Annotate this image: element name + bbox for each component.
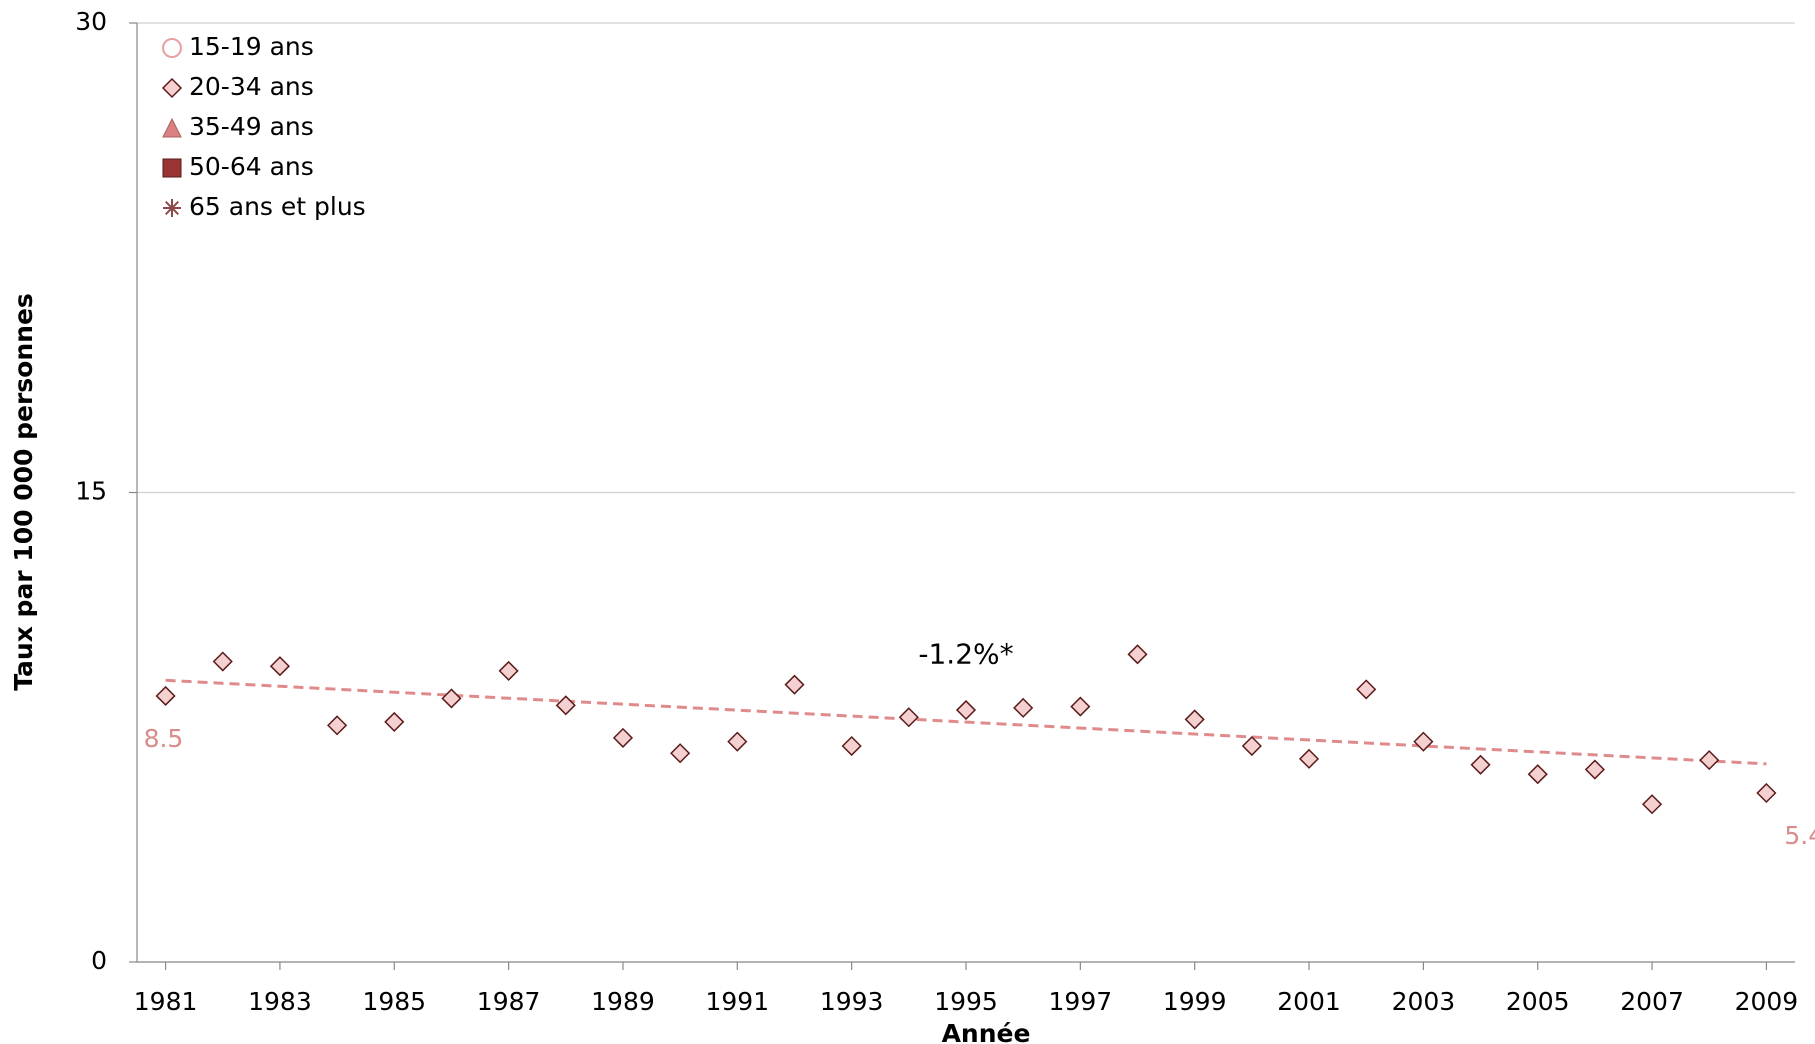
x-tick-label: 1993 <box>820 987 884 1016</box>
marker <box>555 695 576 716</box>
marker <box>441 688 462 709</box>
marker <box>269 656 290 677</box>
x-tick-label: 2003 <box>1392 987 1456 1016</box>
legend-item: 65 ans et plus <box>163 192 366 221</box>
value-label: 8.5 <box>144 724 184 753</box>
legend-item: 20-34 ans <box>161 72 314 101</box>
marker <box>161 77 183 99</box>
x-tick-label: 2007 <box>1620 987 1684 1016</box>
x-axis-title: Année <box>942 1019 1031 1044</box>
y-tick-label: 0 <box>91 946 107 975</box>
marker <box>727 731 748 752</box>
marker <box>1013 697 1034 718</box>
marker <box>1413 731 1434 752</box>
marker <box>498 660 519 681</box>
marker <box>162 158 182 178</box>
legend-label: 15-19 ans <box>189 32 314 61</box>
x-tick-label: 1991 <box>705 987 769 1016</box>
marker <box>384 711 405 732</box>
marker <box>163 199 181 217</box>
marker <box>955 699 977 721</box>
marker <box>162 117 182 138</box>
marker <box>1699 750 1720 771</box>
marker <box>212 651 233 672</box>
legend-label: 20-34 ans <box>189 72 314 101</box>
marker <box>612 727 634 748</box>
legend-label: 65 ans et plus <box>189 192 366 221</box>
x-tick-label: 1989 <box>591 987 655 1016</box>
x-tick-label: 2001 <box>1277 987 1341 1016</box>
marker <box>784 674 805 695</box>
x-tick-label: 1981 <box>134 987 198 1016</box>
legend-item: 35-49 ans <box>162 112 314 141</box>
marker <box>1070 696 1091 717</box>
marker <box>1127 644 1148 665</box>
x-tick-label: 1995 <box>934 987 998 1016</box>
x-tick-label: 2005 <box>1506 987 1570 1016</box>
marker <box>670 743 691 764</box>
x-tick-label: 1999 <box>1163 987 1227 1016</box>
marker <box>1241 735 1262 757</box>
x-tick-label: 2009 <box>1735 987 1799 1016</box>
marker <box>1184 709 1205 730</box>
marker <box>1298 748 1320 769</box>
legend-item: 15-19 ans <box>162 32 314 61</box>
trend-label: -1.2%* <box>918 637 1013 670</box>
marker <box>1527 764 1548 785</box>
marker <box>1642 794 1663 815</box>
marker <box>327 715 348 736</box>
marker <box>1756 782 1777 804</box>
y-tick-label: 30 <box>75 7 107 36</box>
marker <box>155 685 176 707</box>
marker <box>1356 679 1377 700</box>
y-tick-label: 15 <box>75 477 107 506</box>
x-tick-label: 1997 <box>1049 987 1113 1016</box>
marker <box>1584 759 1605 780</box>
x-tick-label: 1987 <box>477 987 541 1016</box>
legend-label: 35-49 ans <box>189 112 314 141</box>
value-label: 5.4 <box>1784 821 1815 850</box>
legend-item: 50-64 ans <box>162 152 314 181</box>
marker <box>841 735 862 757</box>
trend-line <box>165 678 1767 766</box>
y-axis-title: Taux par 100 000 personnes <box>9 293 38 691</box>
x-tick-label: 1985 <box>362 987 426 1016</box>
marker <box>898 707 919 728</box>
legend-label: 50-64 ans <box>189 152 314 181</box>
marker <box>162 38 182 58</box>
x-tick-label: 1983 <box>248 987 312 1016</box>
marker <box>1470 754 1491 775</box>
